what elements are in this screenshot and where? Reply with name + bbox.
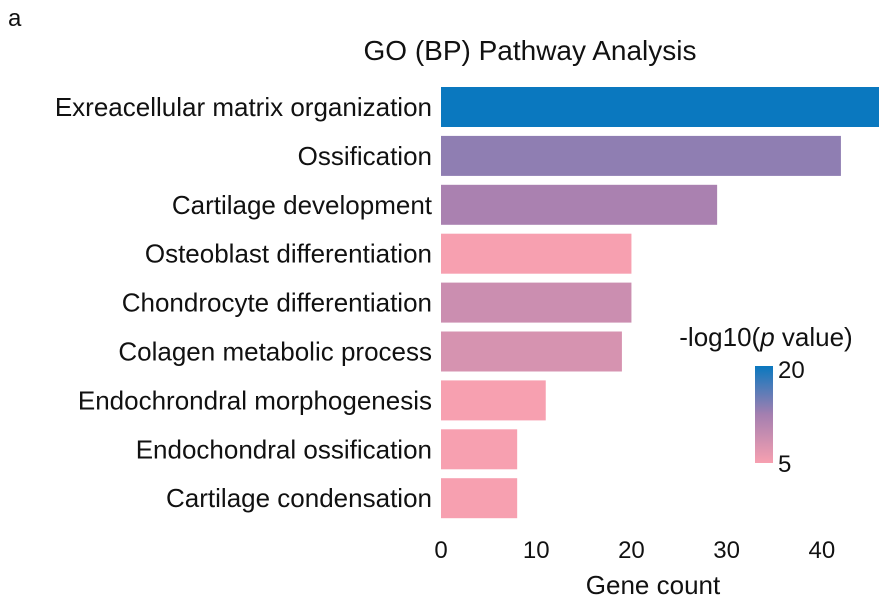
bar-3: [441, 184, 718, 225]
bar-8: [441, 429, 518, 470]
colorbar-legend: -log10(p value) 20 5: [679, 322, 852, 478]
x-tick-label: 40: [809, 537, 836, 564]
bar-6: [441, 331, 622, 372]
panel-label: a: [8, 5, 22, 32]
bar-1: [441, 87, 879, 127]
colorbar-title-suffix: value): [775, 322, 853, 352]
x-axis: 0 10 20 30 40: [434, 537, 835, 564]
colorbar-gradient: [755, 366, 773, 463]
colorbar-title-prefix: -log10(: [679, 322, 760, 352]
bar-4: [441, 233, 632, 274]
x-axis-label: Gene count: [586, 570, 721, 600]
bar-7: [441, 380, 546, 421]
category-label: Osteoblast differentiation: [145, 239, 432, 269]
x-tick-label: 10: [523, 537, 550, 564]
category-label: Exreacellular matrix organization: [55, 92, 432, 122]
x-tick-label: 30: [713, 537, 740, 564]
bar-5: [441, 282, 632, 323]
category-labels: Exreacellular matrix organization Ossific…: [55, 92, 433, 513]
bars-layer: [441, 87, 879, 519]
colorbar-title: -log10(p value): [679, 322, 852, 352]
x-tick-label: 0: [434, 537, 447, 564]
category-label: Cartilage development: [172, 190, 433, 220]
bar-2: [441, 135, 841, 176]
colorbar-tick-max: 20: [778, 357, 805, 384]
category-label: Ossification: [298, 141, 432, 171]
x-tick-label: 20: [618, 537, 645, 564]
bar-9: [441, 478, 518, 519]
category-label: Endochrondral morphogenesis: [78, 385, 432, 415]
chart-title: GO (BP) Pathway Analysis: [363, 35, 696, 66]
colorbar-tick-min: 5: [778, 451, 791, 478]
colorbar-title-italic: p: [759, 322, 774, 352]
category-label: Cartilage condensation: [166, 483, 432, 513]
category-label: Endochondral ossification: [136, 434, 432, 464]
category-label: Colagen metabolic process: [118, 337, 432, 367]
category-label: Chondrocyte differentiation: [122, 288, 432, 318]
